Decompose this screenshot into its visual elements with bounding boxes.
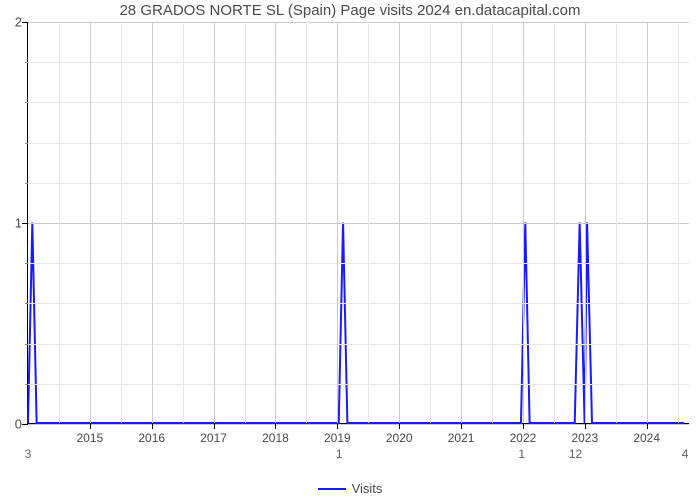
x-tick-mark (399, 423, 400, 429)
gridline-minor-h (28, 344, 689, 345)
x-tick-label: 2020 (386, 431, 413, 445)
x-tick-label: 2023 (571, 431, 598, 445)
gridline-h (28, 223, 689, 224)
x-tick-label: 2018 (262, 431, 289, 445)
gridline-minor-v (430, 22, 431, 423)
x-tick-label: 2017 (200, 431, 227, 445)
y-tick-label: 1 (15, 216, 22, 231)
gridline-h (28, 424, 689, 425)
y-minor-mark (25, 384, 28, 385)
gridline-minor-h (28, 263, 689, 264)
gridline-v (523, 22, 524, 423)
gridline-v (585, 22, 586, 423)
x-tick-mark (152, 423, 153, 429)
gridline-v (647, 22, 648, 423)
y-tick-mark (22, 223, 28, 224)
x-tick-mark (585, 423, 586, 429)
x-tick-mark (90, 423, 91, 429)
legend: Visits (0, 480, 700, 496)
gridline-minor-h (28, 143, 689, 144)
gridline-minor-h (28, 384, 689, 385)
chart-container: 28 GRADOS NORTE SL (Spain) Page visits 2… (0, 0, 700, 500)
y-minor-mark (25, 102, 28, 103)
y-tick-mark (22, 22, 28, 23)
x-tick-mark (337, 423, 338, 429)
gridline-minor-v (306, 22, 307, 423)
gridline-minor-v (492, 22, 493, 423)
value-label: 1 (336, 447, 343, 461)
x-tick-label: 2015 (77, 431, 104, 445)
gridline-v (399, 22, 400, 423)
gridline-minor-v (59, 22, 60, 423)
gridline-v (337, 22, 338, 423)
x-tick-label: 2016 (138, 431, 165, 445)
plot-area: 0122015201620172018201920202021202220232… (27, 22, 689, 424)
x-tick-mark (647, 423, 648, 429)
y-tick-mark (22, 424, 28, 425)
gridline-minor-h (28, 303, 689, 304)
gridline-h (28, 22, 689, 23)
legend-swatch (318, 488, 346, 490)
y-minor-mark (25, 143, 28, 144)
y-minor-mark (25, 263, 28, 264)
value-label: 3 (25, 447, 32, 461)
gridline-minor-v (616, 22, 617, 423)
gridline-minor-v (121, 22, 122, 423)
gridline-minor-h (28, 183, 689, 184)
y-tick-label: 0 (15, 417, 22, 432)
x-tick-label: 2019 (324, 431, 351, 445)
gridline-minor-v (554, 22, 555, 423)
gridline-minor-v (245, 22, 246, 423)
gridline-v (461, 22, 462, 423)
x-tick-label: 2022 (510, 431, 537, 445)
legend-label: Visits (352, 481, 383, 496)
y-minor-mark (25, 62, 28, 63)
gridline-v (152, 22, 153, 423)
x-tick-mark (461, 423, 462, 429)
gridline-minor-v (183, 22, 184, 423)
x-tick-mark (214, 423, 215, 429)
value-label: 1 (518, 447, 525, 461)
chart-title: 28 GRADOS NORTE SL (Spain) Page visits 2… (0, 2, 700, 19)
y-tick-label: 2 (15, 15, 22, 30)
x-tick-label: 2024 (633, 431, 660, 445)
gridline-minor-v (678, 22, 679, 423)
y-minor-mark (25, 183, 28, 184)
gridline-minor-v (368, 22, 369, 423)
gridline-v (275, 22, 276, 423)
y-minor-mark (25, 303, 28, 304)
x-tick-mark (523, 423, 524, 429)
value-label: 4 (682, 447, 689, 461)
x-tick-label: 2021 (448, 431, 475, 445)
gridline-minor-h (28, 102, 689, 103)
x-tick-mark (275, 423, 276, 429)
gridline-minor-h (28, 62, 689, 63)
value-label: 12 (569, 447, 582, 461)
gridline-v (214, 22, 215, 423)
y-minor-mark (25, 344, 28, 345)
gridline-v (90, 22, 91, 423)
